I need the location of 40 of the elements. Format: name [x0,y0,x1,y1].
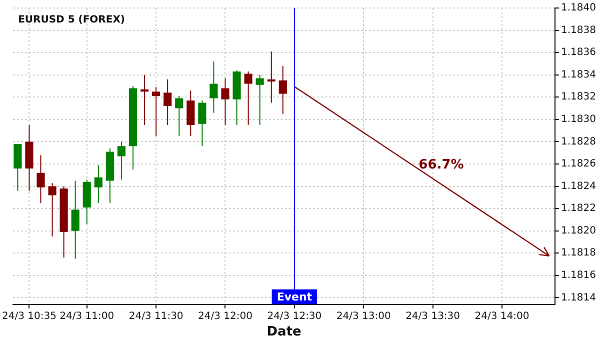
y-tick-label: 1.1838 [561,24,596,36]
y-tick-label: 1.1826 [561,158,596,170]
y-tick-label: 1.1834 [561,69,596,80]
x-tick-label: 24/3 13:30 [406,310,460,322]
ref-line-label: Event [276,290,312,304]
candlestick [221,78,230,126]
candlestick [278,65,287,114]
x-tick-label: 24/3 12:00 [198,310,252,322]
y-tick-label: 1.1814 [561,292,596,304]
candlestick [175,96,184,137]
y-tick-label: 1.1822 [561,203,596,214]
y-tick-label: 1.1820 [561,225,596,236]
y-tick-label: 1.1830 [561,114,596,126]
x-axis-title: Date [266,324,302,340]
candlestick [152,86,160,137]
y-tick-label: 1.1816 [561,270,596,282]
candlestick [71,180,80,260]
y-tick-label: 1.1828 [561,136,596,148]
candlestick [36,154,45,204]
text: EURUSD 5 (FOREX) [18,14,126,26]
y-tick-label: 1.1832 [561,92,596,103]
x-tick-label: 24/3 12:30 [267,310,322,322]
y-tick-label: 1.1840 [561,2,596,14]
annotation: 66.7% [418,157,464,172]
y-tick-label: 1.1818 [561,248,596,259]
candlestick [117,141,126,180]
x-tick-label: 24/3 10:35 [2,310,56,322]
candlestick [210,60,218,114]
y-tick-label: 1.1824 [561,180,596,192]
y-tick-label: 1.1836 [561,47,596,58]
x-tick-label: 24/3 14:00 [474,310,530,322]
candlestick [94,164,102,204]
candlestick [48,182,56,237]
x-tick-label: 24/3 11:30 [128,310,184,322]
candlestick [244,71,252,126]
x-tick-label: 24/3 11:00 [60,310,114,322]
candlestick [256,74,264,126]
candlestick [198,100,206,147]
candlestick [164,78,172,126]
x-tick-label: 24/3 13:00 [336,310,391,322]
